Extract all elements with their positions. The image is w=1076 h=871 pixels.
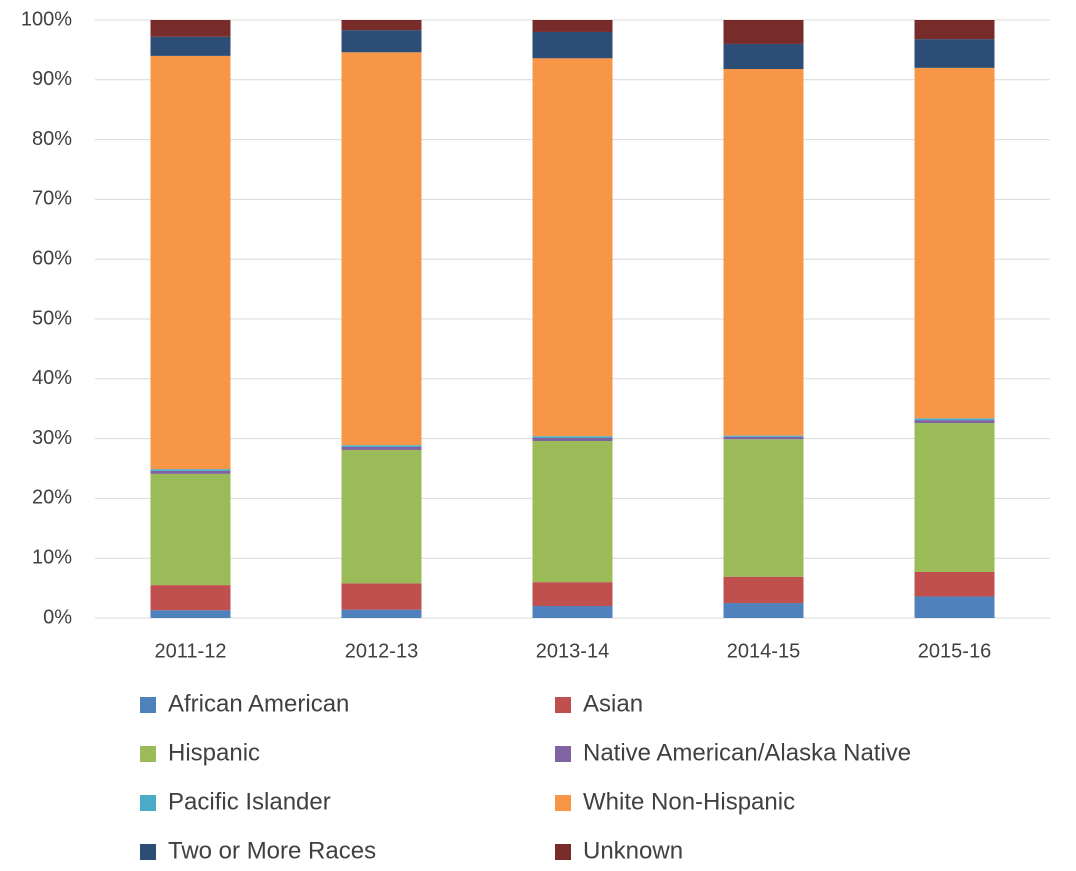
bar-segment (532, 438, 613, 441)
bar-segment (914, 420, 995, 424)
bar-segment (341, 20, 422, 31)
bar-segment (914, 571, 995, 597)
legend-swatch (555, 697, 571, 713)
legend-label: Hispanic (168, 739, 260, 766)
legend-swatch (140, 795, 156, 811)
bar-segment (723, 20, 804, 44)
y-tick-label: 20% (32, 487, 72, 509)
legend-label: African American (168, 690, 349, 717)
bar-segment (914, 39, 995, 68)
bar-segment (341, 449, 422, 584)
x-tick-label: 2014-15 (727, 640, 800, 662)
bar-segment (723, 436, 804, 440)
bar-segment (532, 436, 613, 439)
y-tick-label: 90% (32, 68, 72, 90)
legend-label: Native American/Alaska Native (583, 739, 911, 766)
bar-segment (914, 20, 995, 40)
bar-segment (532, 31, 613, 59)
bar-segment (532, 58, 613, 437)
bar-segment (341, 445, 422, 447)
bar-segment (723, 439, 804, 577)
legend-label: Pacific Islander (168, 788, 331, 815)
bar-segment (723, 435, 804, 437)
bar-segment (341, 446, 422, 450)
bar-segment (532, 582, 613, 607)
x-tick-label: 2013-14 (536, 640, 609, 662)
legend-label: Two or More Races (168, 837, 376, 864)
legend-label: White Non-Hispanic (583, 788, 795, 815)
y-tick-label: 70% (32, 188, 72, 210)
y-tick-label: 60% (32, 247, 72, 269)
bar-segment (150, 36, 231, 56)
bar-segment (914, 418, 995, 421)
bar-segment (723, 43, 804, 70)
legend-swatch (555, 746, 571, 762)
bar-segment (723, 603, 804, 618)
y-tick-label: 100% (21, 8, 72, 30)
bar-segment (150, 610, 231, 618)
bar-segment (914, 596, 995, 618)
bar-segment (150, 469, 231, 471)
bar-segment (341, 583, 422, 610)
bar-segment (532, 20, 613, 32)
x-tick-label: 2015-16 (918, 640, 991, 662)
bar-segment (150, 470, 231, 474)
bar-segment (532, 606, 613, 618)
y-tick-label: 80% (32, 128, 72, 150)
bar-segment (914, 67, 995, 419)
bar-segment (150, 585, 231, 611)
bar-segment (341, 609, 422, 618)
y-tick-label: 40% (32, 367, 72, 389)
bar-segment (532, 440, 613, 583)
bar-segment (150, 473, 231, 586)
legend-swatch (140, 844, 156, 860)
y-tick-label: 0% (43, 606, 72, 628)
bar-segment (723, 576, 804, 604)
y-tick-label: 10% (32, 546, 72, 568)
bar-segment (150, 55, 231, 470)
y-tick-label: 30% (32, 427, 72, 449)
bar-segment (723, 69, 804, 436)
legend-label: Unknown (583, 837, 683, 864)
x-tick-label: 2011-12 (155, 640, 227, 662)
bar-segment (341, 30, 422, 53)
bar-segment (914, 423, 995, 572)
y-tick-label: 50% (32, 307, 72, 329)
legend-swatch (140, 746, 156, 762)
x-tick-label: 2012-13 (345, 640, 418, 662)
bar-segment (150, 20, 231, 37)
legend-swatch (555, 844, 571, 860)
legend-label: Asian (583, 690, 643, 717)
legend-swatch (555, 795, 571, 811)
legend-swatch (140, 697, 156, 713)
bar-segment (341, 52, 422, 446)
